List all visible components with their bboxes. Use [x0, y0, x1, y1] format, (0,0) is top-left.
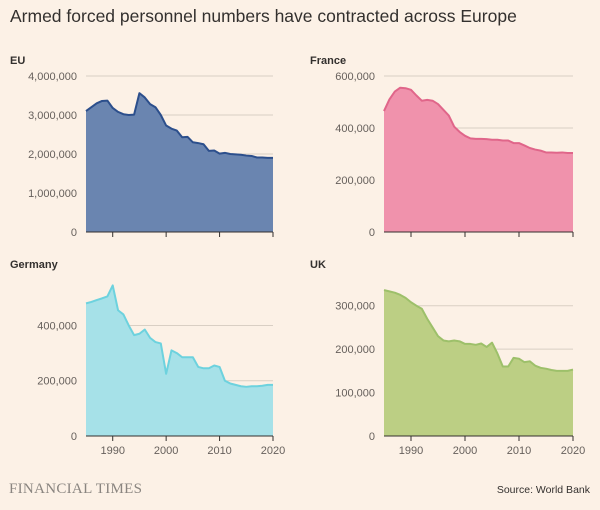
y-tick-label: 600,000	[335, 71, 375, 83]
y-tick-label: 200,000	[335, 175, 375, 187]
line-series-germany	[85, 284, 273, 388]
panel-germany: Germany 0 200,000 400,000 1990 2000 2010 2020	[10, 259, 285, 457]
panel-france: France 0 200,000 400,000 600,000	[310, 55, 574, 239]
y-tick-label: 100,000	[335, 388, 375, 400]
y-tick-label: 200,000	[335, 344, 375, 356]
panel-title-eu: EU	[10, 55, 25, 67]
y-tick-label: 400,000	[37, 320, 77, 332]
y-tick-label: 3,000,000	[28, 110, 77, 122]
source-note: Source: World Bank	[496, 484, 590, 496]
y-tick-label: 4,000,000	[28, 71, 77, 83]
y-tick-label: 0	[71, 227, 77, 239]
x-tick-label: 2010	[507, 445, 531, 457]
brand-logo-text: FINANCIAL TIMES	[9, 481, 143, 497]
panel-uk: UK 0 100,000 200,000 300,000 1990 2000 2010 2020	[310, 259, 585, 457]
x-tick-label: 2020	[261, 445, 285, 457]
area-series-germany	[86, 285, 273, 436]
panel-title-france: France	[310, 55, 346, 67]
y-tick-label: 0	[71, 431, 77, 443]
y-tick-label: 300,000	[335, 301, 375, 313]
panel-title-germany: Germany	[10, 259, 59, 271]
x-tick-label: 2010	[207, 445, 231, 457]
chart-title: Armed forced personnel numbers have cont…	[10, 6, 517, 26]
x-tick-label: 1990	[100, 445, 124, 457]
y-tick-label: 200,000	[37, 376, 77, 388]
y-tick-label: 0	[369, 227, 375, 239]
line-series-uk	[383, 289, 574, 372]
y-tick-label: 400,000	[335, 123, 375, 135]
panel-title-uk: UK	[310, 259, 326, 271]
x-tick-label: 2000	[453, 445, 477, 457]
line-series-france	[383, 86, 573, 154]
y-tick-label: 0	[369, 431, 375, 443]
x-tick-label: 1990	[399, 445, 423, 457]
x-tick-label: 2020	[561, 445, 585, 457]
y-tick-label: 1,000,000	[28, 188, 77, 200]
y-tick-label: 2,000,000	[28, 149, 77, 161]
area-series-france	[384, 87, 573, 232]
area-series-eu	[86, 93, 273, 232]
area-series-uk	[384, 290, 573, 436]
line-series-eu	[85, 92, 273, 159]
panel-eu: EU 0 1,000,000 2,000,000 3,000,000 4,000,000	[10, 55, 274, 239]
x-tick-label: 2000	[154, 445, 178, 457]
